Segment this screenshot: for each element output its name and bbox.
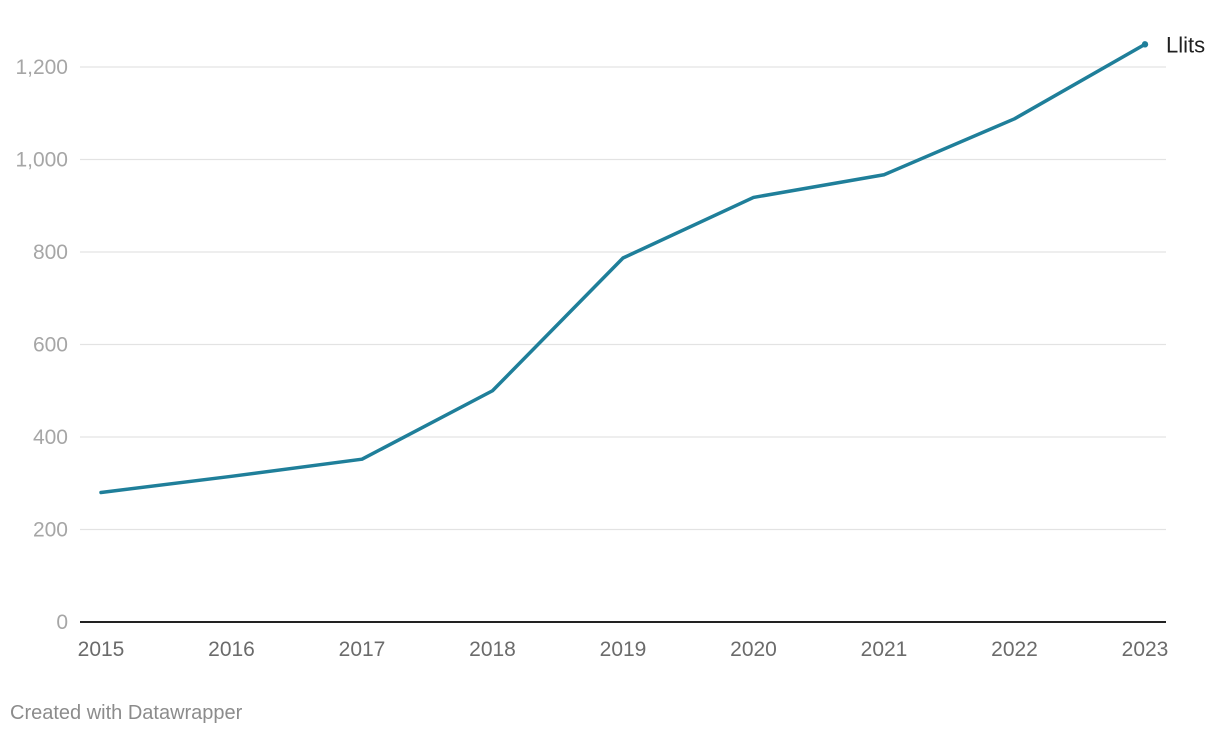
y-tick-label: 1,000: [15, 149, 68, 172]
y-tick-label: 400: [33, 426, 68, 449]
series-end-marker: [1141, 41, 1149, 48]
y-tick-label: 1,200: [15, 56, 68, 79]
y-tick-label: 200: [33, 519, 68, 542]
x-tick-label: 2021: [861, 638, 908, 661]
credit-text: Created with Datawrapper: [10, 702, 243, 724]
y-tick-label: 0: [56, 611, 68, 634]
y-tick-label: 800: [33, 241, 68, 264]
y-tick-label: 600: [33, 334, 68, 357]
gridlines: [80, 66, 1166, 531]
x-tick-label: 2016: [208, 638, 255, 661]
y-axis-ticks: 0 200 400 600 800 1,000 1,200: [15, 56, 68, 634]
x-tick-label: 2020: [730, 638, 777, 661]
x-tick-label: 2018: [469, 638, 516, 661]
series-line: [99, 42, 1147, 495]
x-tick-label: 2015: [78, 638, 125, 661]
series-lines: Llits: [99, 32, 1205, 495]
x-tick-label: 2017: [339, 638, 386, 661]
x-tick-label: 2022: [991, 638, 1038, 661]
x-tick-label: 2019: [600, 638, 647, 661]
x-tick-label: 2023: [1122, 638, 1169, 661]
series-label: Llits: [1166, 32, 1205, 57]
x-axis-ticks: 2015 2016 2017 2018 2019 2020 2021 2022 2023: [78, 638, 1169, 661]
